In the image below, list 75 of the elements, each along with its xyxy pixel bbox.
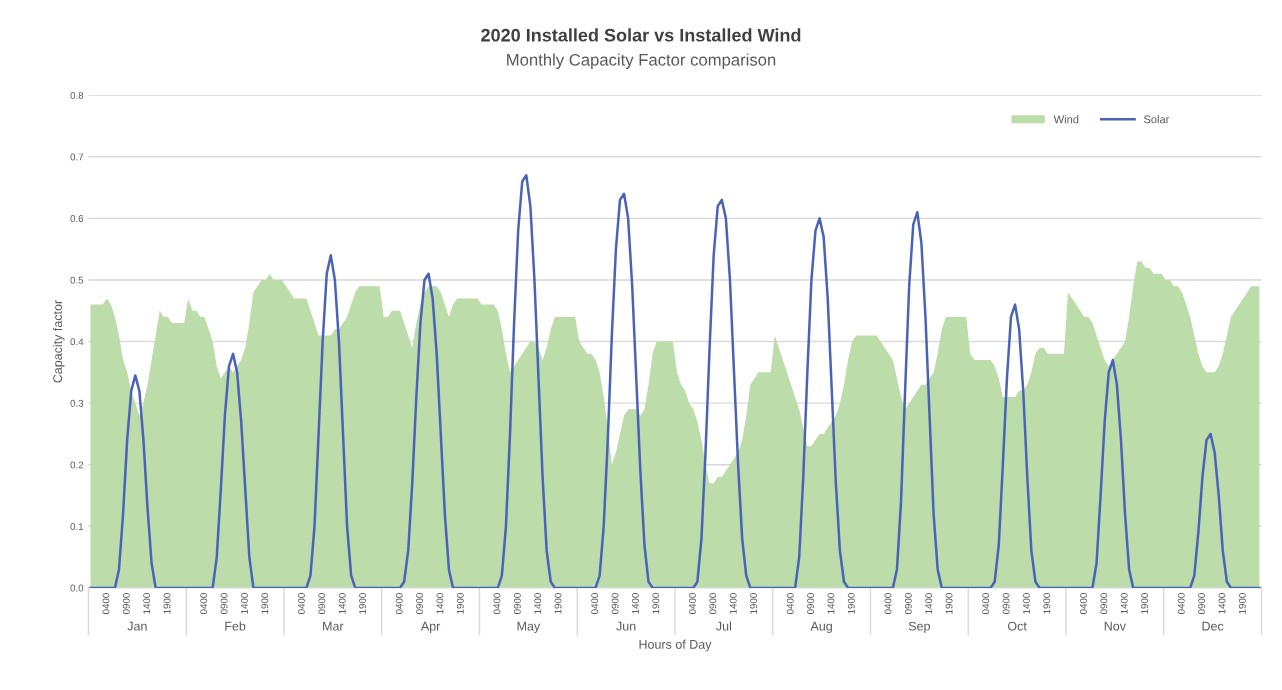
x-tick-label: 1400 <box>632 593 639 614</box>
text: May <box>517 621 541 634</box>
x-tick-label: 0400 <box>200 593 208 614</box>
x-tick-label: 0400 <box>591 593 599 614</box>
x-tick-label: 1400 <box>240 593 248 614</box>
x-tick-label: 1900 <box>1043 593 1051 614</box>
x-tick-label: 1400 <box>729 593 737 614</box>
x-tick-label: 0900 <box>1198 593 1206 614</box>
x-tick-label: 1900 <box>359 593 366 614</box>
text: Dec <box>1202 621 1224 631</box>
x-tick-label: 1900 <box>1141 593 1149 614</box>
y-tick-label: 0.7 <box>70 153 84 161</box>
x-tick-label: 0900 <box>611 593 619 614</box>
x-tick-label: 0400 <box>102 593 110 614</box>
text: Aug <box>810 621 832 634</box>
text: Jul <box>716 621 731 631</box>
x-tick-label: 1400 <box>143 593 151 614</box>
x-tick-label: 0400 <box>982 593 990 614</box>
text: Sep <box>908 621 930 634</box>
y-tick-label: 0.1 <box>70 523 84 530</box>
y-tick-label: 0.3 <box>70 399 84 407</box>
x-axis-title: Hours of Day <box>639 639 712 652</box>
text: Jan <box>127 621 147 631</box>
text: Mar <box>323 621 344 631</box>
x-tick-label: 1400 <box>1120 593 1128 614</box>
legend-label: Wind <box>1053 115 1079 124</box>
x-tick-label: 1900 <box>1238 593 1246 614</box>
x-tick-label: 0400 <box>395 593 403 614</box>
text: Apr <box>420 621 441 634</box>
x-tick-label: 0900 <box>709 593 717 614</box>
x-tick-label: 0400 <box>493 593 501 614</box>
x-tick-label: 0900 <box>416 593 424 614</box>
x-tick-label: 1900 <box>652 593 660 614</box>
x-tick-label: 0900 <box>318 593 326 614</box>
text: Oct <box>1007 621 1027 631</box>
y-tick-label: 0.0 <box>70 584 84 592</box>
x-tick-label: 1400 <box>436 593 444 614</box>
x-tick-label: 1900 <box>554 593 562 614</box>
text: Feb <box>225 621 246 631</box>
y-tick-label: 0.2 <box>70 461 84 469</box>
x-tick-label: 0900 <box>220 593 228 614</box>
x-tick-label: 1400 <box>338 593 346 614</box>
x-tick-label: 1900 <box>847 593 855 614</box>
x-tick-label: 1900 <box>261 593 269 614</box>
y-tick-label: 0.6 <box>70 215 84 222</box>
x-tick-label: 0900 <box>1002 593 1010 614</box>
x-tick-label: 0400 <box>1177 593 1185 614</box>
x-tick-label: 1900 <box>163 593 171 614</box>
x-tick-label: 1400 <box>534 593 542 614</box>
y-axis-title: Capacity factor <box>52 300 65 383</box>
x-tick-label: 1900 <box>945 593 953 614</box>
y-tick-label: 0.5 <box>70 276 84 284</box>
x-tick-label: 0900 <box>904 593 912 614</box>
y-tick-label: 0.8 <box>70 91 84 99</box>
chart-subtitle: Monthly Capacity Factor comparison <box>507 53 776 70</box>
x-tick-label: 0900 <box>807 593 815 614</box>
x-tick-label: 0400 <box>689 593 696 614</box>
x-tick-label: 1900 <box>750 593 758 614</box>
x-tick-label: 1400 <box>925 593 933 614</box>
legend-label: Solar <box>1143 115 1170 124</box>
x-tick-label: 0400 <box>786 593 794 614</box>
x-tick-label: 1400 <box>1218 593 1226 614</box>
x-tick-label: 1400 <box>827 593 835 614</box>
x-tick-label: 1400 <box>1023 593 1030 614</box>
x-tick-label: 1900 <box>456 593 464 614</box>
x-tick-label: 0900 <box>122 593 130 614</box>
y-tick-label: 0.4 <box>70 338 84 346</box>
x-tick-label: 0400 <box>884 593 892 614</box>
x-tick-label: 0400 <box>298 593 305 614</box>
x-tick-label: 0400 <box>1080 593 1087 614</box>
text: Nov <box>1104 621 1126 631</box>
text: Jun <box>616 621 636 631</box>
chart-title: 2020 Installed Solar vs Installed Wind <box>481 28 801 42</box>
x-tick-label: 0900 <box>513 593 521 614</box>
x-tick-label: 0900 <box>1100 593 1108 614</box>
